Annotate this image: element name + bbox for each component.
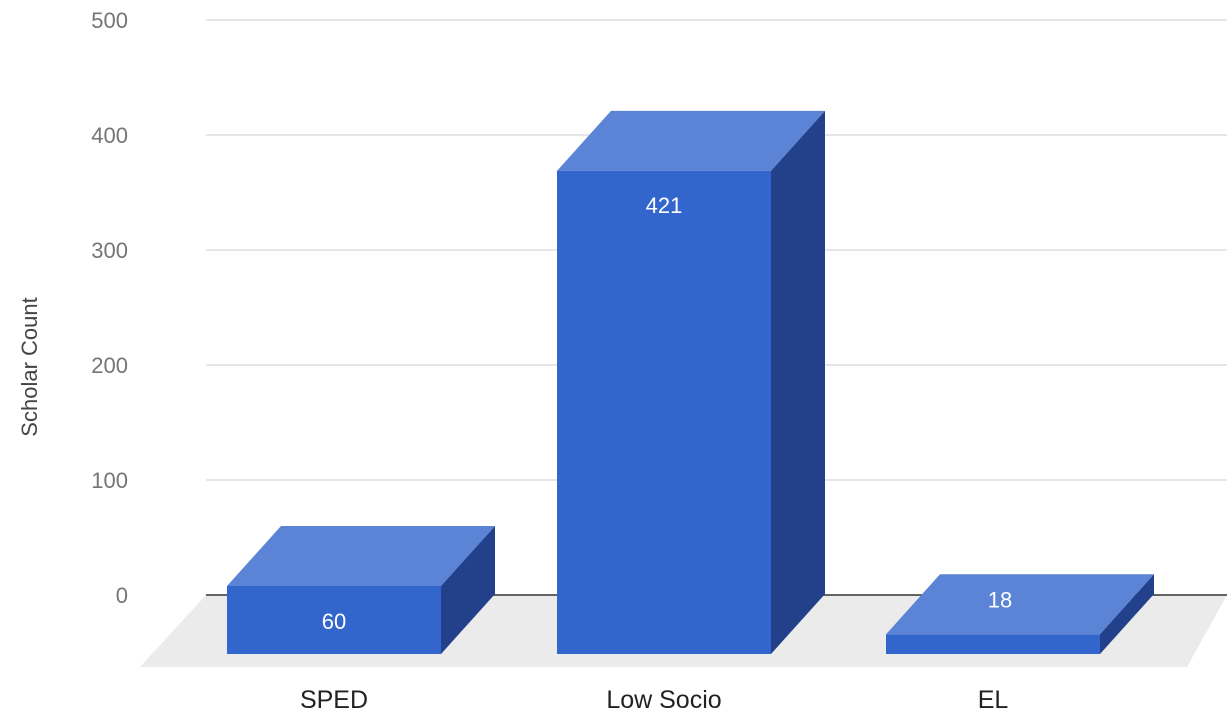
y-tick-label: 300 xyxy=(91,238,128,263)
y-tick-label: 0 xyxy=(116,583,128,608)
bar-side-face xyxy=(441,526,495,654)
bars-layer: 60 421 18 xyxy=(227,110,1154,655)
bar-front-face xyxy=(886,634,1100,654)
data-label: 421 xyxy=(646,193,683,218)
x-category-label: Low Socio xyxy=(606,686,721,714)
y-tick-label: 400 xyxy=(91,123,128,148)
y-tick-label: 200 xyxy=(91,353,128,378)
bar-top-face xyxy=(886,574,1154,635)
bar-el: 18 xyxy=(886,574,1154,654)
bar-side-face xyxy=(1100,574,1154,654)
x-category-label: EL xyxy=(978,686,1009,714)
y-tick-label: 500 xyxy=(91,8,128,33)
data-label: 60 xyxy=(322,609,346,634)
data-label: 18 xyxy=(988,587,1012,612)
x-category-labels-layer: SPED Low Socio EL xyxy=(300,686,1008,714)
bar-top-face xyxy=(557,110,825,171)
y-axis-title: Scholar Count xyxy=(17,297,42,436)
bar-top-face xyxy=(227,526,495,586)
bar-side-face xyxy=(771,110,825,655)
y-tick-labels-layer: 0 100 200 300 400 500 xyxy=(91,8,128,608)
x-category-label: SPED xyxy=(300,686,368,714)
bar-front-face xyxy=(557,170,771,654)
y-tick-label: 100 xyxy=(91,468,128,493)
bar-front-face xyxy=(227,586,441,654)
bar-sped: 60 xyxy=(227,526,495,654)
bar-low-socio: 421 xyxy=(557,110,825,655)
